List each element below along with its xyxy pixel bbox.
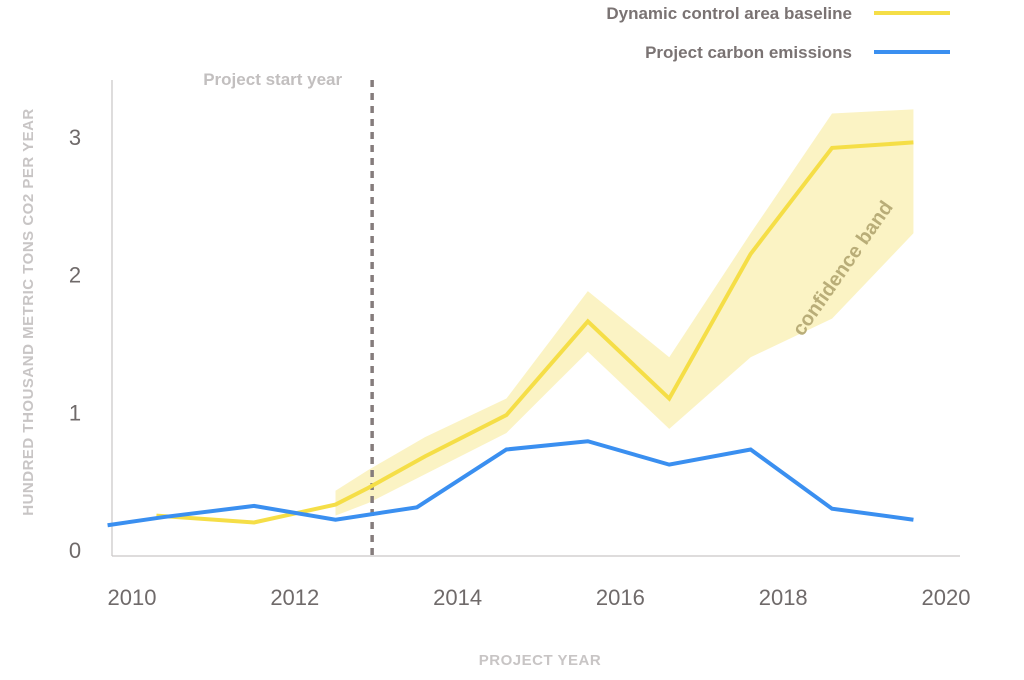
start-year-marker: Project start year xyxy=(203,70,374,556)
confidence-band-layer: confidence band xyxy=(335,109,914,516)
legend-label: Project carbon emissions xyxy=(645,43,852,62)
confidence-band-area xyxy=(335,109,914,516)
axes xyxy=(111,80,960,557)
y-tick-label: 2 xyxy=(69,263,81,288)
legend: Dynamic control area baseline Project car… xyxy=(606,4,950,62)
x-tick-label: 2012 xyxy=(270,585,319,610)
start-year-label: Project start year xyxy=(203,70,342,89)
y-tick-label: 0 xyxy=(69,538,81,563)
x-tick-label: 2018 xyxy=(759,585,808,610)
y-tick-label: 1 xyxy=(69,400,81,425)
series-line-baseline xyxy=(156,140,914,525)
x-tick-label: 2010 xyxy=(108,585,157,610)
x-tick-label: 2014 xyxy=(433,585,482,610)
series-line-project-emissions xyxy=(107,439,914,528)
legend-label: Dynamic control area baseline xyxy=(606,4,852,23)
y-tick-label: 3 xyxy=(69,125,81,150)
tick-labels: 2010 2012 2014 2016 2018 2020 0 1 2 3 xyxy=(69,125,971,610)
y-axis-title: HUNDRED THOUSAND METRIC TONS CO2 PER YEA… xyxy=(20,108,37,515)
series-layer xyxy=(107,140,914,528)
x-tick-label: 2016 xyxy=(596,585,645,610)
x-axis-title: PROJECT YEAR xyxy=(479,652,601,669)
x-tick-label: 2020 xyxy=(922,585,971,610)
